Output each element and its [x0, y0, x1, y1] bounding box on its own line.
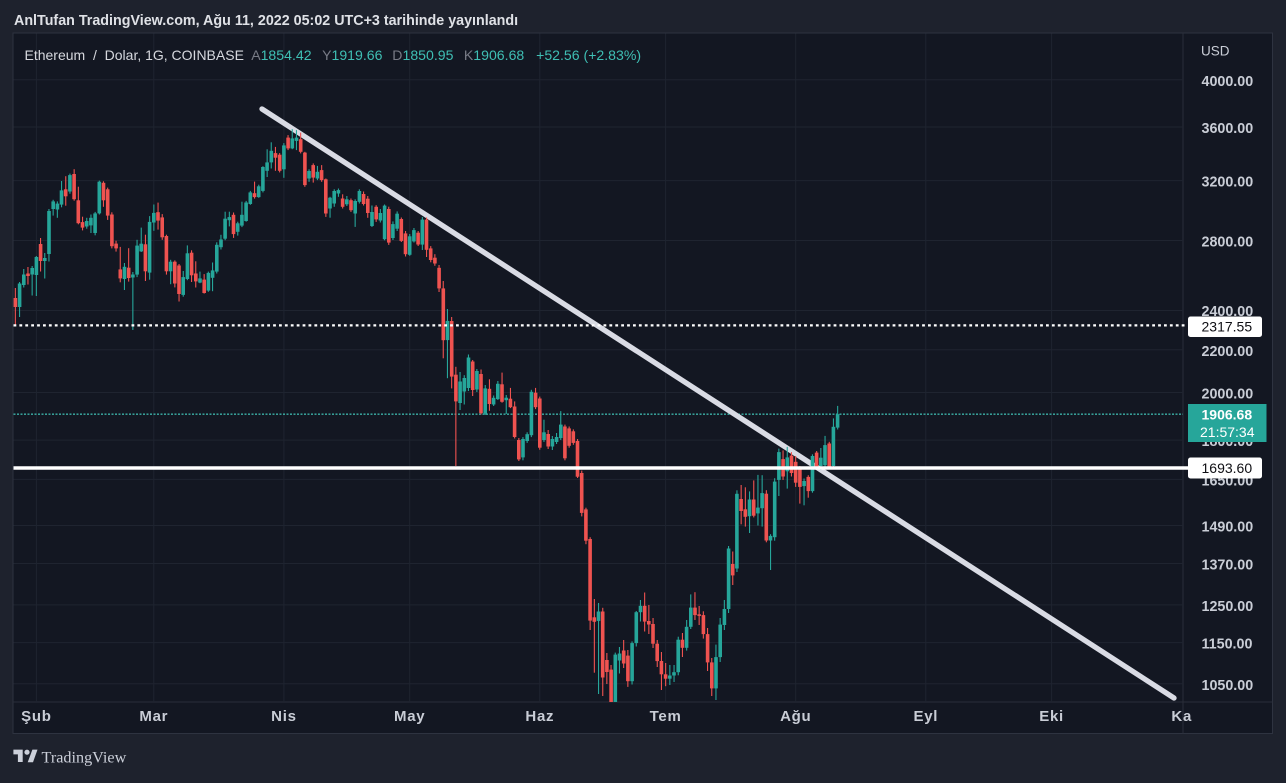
- svg-text:May: May: [394, 708, 425, 725]
- svg-text:1906.68: 1906.68: [1202, 407, 1253, 423]
- svg-text:Ağu: Ağu: [780, 708, 811, 725]
- svg-text:D1850.95: D1850.95: [392, 47, 453, 63]
- svg-text:1490.00: 1490.00: [1202, 520, 1254, 536]
- svg-text:1370.00: 1370.00: [1202, 558, 1254, 574]
- svg-text:21:57:34: 21:57:34: [1200, 424, 1255, 440]
- svg-text:3600.00: 3600.00: [1202, 121, 1254, 137]
- svg-text:Y1919.66: Y1919.66: [322, 47, 383, 63]
- svg-text:4000.00: 4000.00: [1202, 74, 1254, 90]
- svg-text:TradingView: TradingView: [42, 748, 127, 766]
- svg-text:USD: USD: [1201, 44, 1230, 59]
- svg-text:Ethereum / Dolar, 1G, COINBA: Ethereum / Dolar, 1G, COINBASE: [25, 47, 244, 63]
- svg-text:AnlTufan TradingView.com, Ağu: AnlTufan TradingView.com, Ağu 11, 2022 0…: [14, 13, 518, 29]
- svg-text:2400.00: 2400.00: [1202, 304, 1254, 320]
- svg-text:Mar: Mar: [139, 708, 168, 725]
- svg-text:Şub: Şub: [21, 708, 51, 725]
- svg-text:1250.00: 1250.00: [1202, 599, 1254, 615]
- svg-text:Haz: Haz: [525, 708, 554, 725]
- svg-text:2200.00: 2200.00: [1202, 344, 1254, 360]
- svg-text:K1906.68: K1906.68: [464, 47, 525, 63]
- svg-text:2000.00: 2000.00: [1202, 387, 1254, 403]
- svg-text:Tem: Tem: [650, 708, 682, 725]
- svg-text:1050.00: 1050.00: [1202, 678, 1254, 694]
- svg-text:1693.60: 1693.60: [1202, 460, 1253, 476]
- svg-text:2800.00: 2800.00: [1202, 235, 1254, 251]
- svg-text:+52.56 (+2.83%): +52.56 (+2.83%): [536, 47, 641, 63]
- svg-text:2317.55: 2317.55: [1202, 319, 1253, 335]
- svg-text:1150.00: 1150.00: [1202, 637, 1253, 653]
- svg-text:Eyl: Eyl: [913, 708, 938, 725]
- svg-text:A1854.42: A1854.42: [251, 47, 312, 63]
- svg-text:Eki: Eki: [1039, 708, 1064, 725]
- svg-text:3200.00: 3200.00: [1202, 175, 1254, 191]
- svg-text:Ka: Ka: [1171, 708, 1192, 725]
- svg-text:Nis: Nis: [271, 708, 296, 725]
